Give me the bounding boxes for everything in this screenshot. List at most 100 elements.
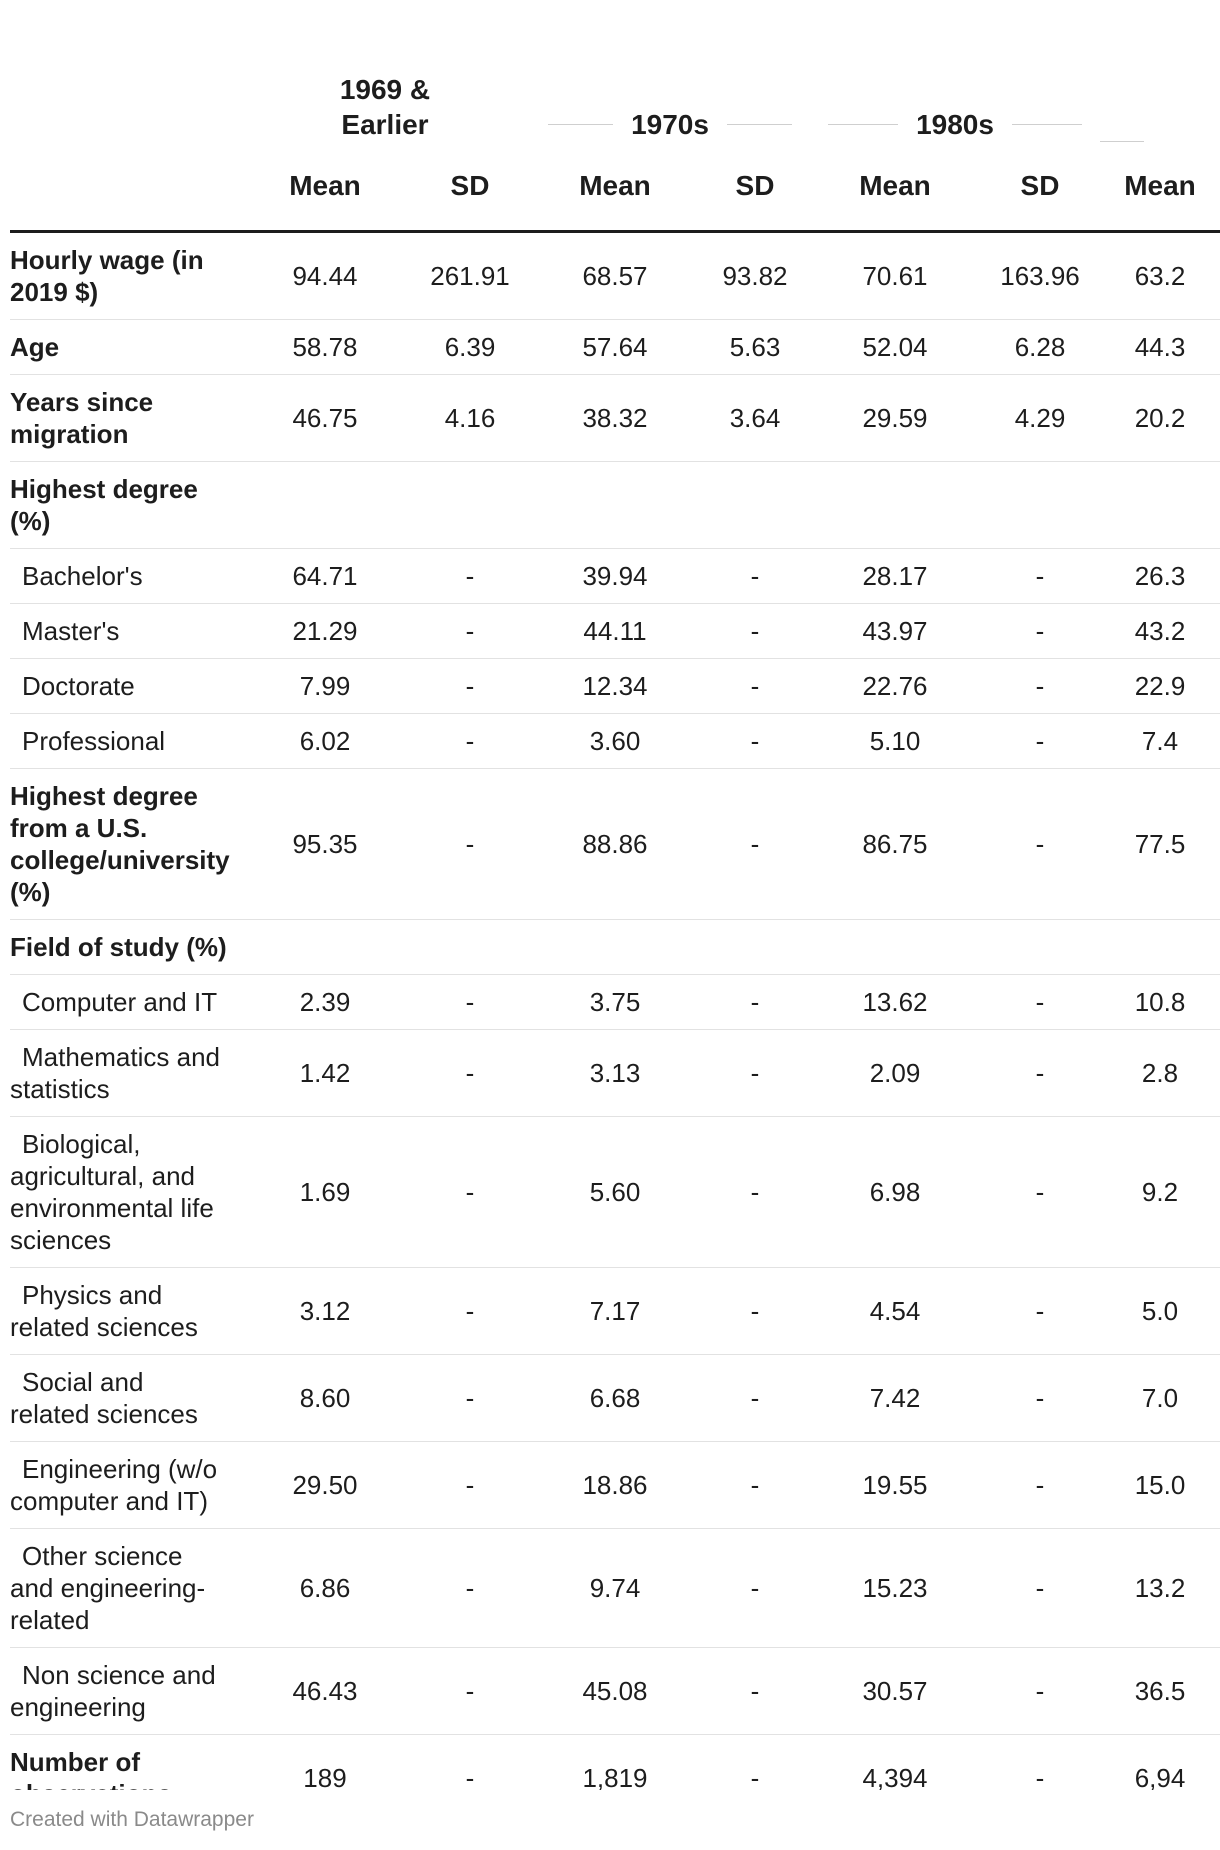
group-rule-right [726, 124, 792, 125]
sd-cell: - [700, 1441, 810, 1529]
sd-cell: - [700, 658, 810, 714]
mean-cell: 7.99 [240, 658, 410, 714]
sd-cell: 4.16 [410, 374, 530, 462]
mean-cell [810, 461, 980, 549]
mean-cell: 86.75 [810, 768, 980, 920]
table-row: Mathematics and statistics 1.42-3.13-2.09… [10, 1029, 1220, 1117]
sd-cell: - [980, 1354, 1100, 1442]
row-label-text: Highest degree (%) [10, 474, 198, 536]
sd-cell: - [980, 974, 1100, 1030]
mean-cell: 4.54 [810, 1267, 980, 1355]
sd-cell: - [980, 658, 1100, 714]
row-label-text: Number of observations [10, 1747, 172, 1790]
row-label: Number of observations [10, 1735, 240, 1790]
row-label: Biological, agricultural, and environmen… [10, 1116, 240, 1268]
row-label: Highest degree (%) [10, 461, 240, 549]
table-row: Hourly wage (in 2019 $) 94.44 261.91 68.57 9… [10, 231, 1220, 320]
mean-cell: 6.98 [810, 1116, 980, 1268]
mean-cell: 6.02 [240, 713, 410, 769]
group-header-row: 1969 & Earlier 1970s 1980s [10, 0, 1220, 160]
sd-cell: - [980, 1528, 1100, 1648]
column-header: SD [700, 160, 810, 233]
row-label-text: Physics and related sciences [10, 1280, 198, 1342]
row-label-text: Social and related sciences [10, 1367, 198, 1429]
row-label: Engineering (w/o computer and IT) [10, 1441, 240, 1529]
group-header-1980s: 1980s [810, 0, 1100, 160]
sd-cell: 93.82 [700, 231, 810, 320]
row-label-text: Highest degree from a U.S. college/unive… [10, 781, 230, 907]
datawrapper-credit: Created with Datawrapper [10, 1808, 254, 1831]
sd-cell: - [700, 1029, 810, 1117]
sd-cell: - [410, 1029, 530, 1117]
sd-cell: - [410, 1647, 530, 1735]
table-clip: 1969 & Earlier 1970s 1980s Mean SD [10, 0, 1220, 1790]
mean-cell: 43.2 [1100, 603, 1220, 659]
mean-cell: 70.61 [810, 231, 980, 320]
sd-cell [410, 919, 530, 975]
table-row: Professional 6.02-3.60-5.10-7.4 [10, 713, 1220, 769]
mean-cell: 43.97 [810, 603, 980, 659]
mean-cell: 9.2 [1100, 1116, 1220, 1268]
row-label-text: Computer and IT [22, 987, 218, 1017]
table-row: Non science and engineering 46.43-45.08-3… [10, 1647, 1220, 1735]
mean-cell: 26.3 [1100, 548, 1220, 604]
sd-cell: - [700, 1267, 810, 1355]
sd-cell: - [700, 1528, 810, 1648]
sd-cell: - [410, 548, 530, 604]
table-frame: 1969 & Earlier 1970s 1980s Mean SD [10, 0, 1220, 1850]
mean-cell: 68.57 [530, 231, 700, 320]
mean-cell: 7.4 [1100, 713, 1220, 769]
row-label-text: Age [10, 332, 60, 362]
sd-cell: - [980, 603, 1100, 659]
sd-cell: - [700, 974, 810, 1030]
sd-cell [700, 919, 810, 975]
sd-cell: - [700, 548, 810, 604]
sd-cell: - [980, 1116, 1100, 1268]
mean-cell: 13.2 [1100, 1528, 1220, 1648]
sd-cell: 4.29 [980, 374, 1100, 462]
row-label-text: Master's [22, 616, 120, 646]
mean-cell [530, 461, 700, 549]
mean-cell: 57.64 [530, 319, 700, 375]
sd-cell: - [980, 1647, 1100, 1735]
column-header: Mean [530, 160, 700, 233]
mean-cell: 2.8 [1100, 1029, 1220, 1117]
sd-cell: 6.28 [980, 319, 1100, 375]
mean-cell: 15.0 [1100, 1441, 1220, 1529]
sd-cell: - [750, 1763, 760, 1790]
mean-cell: 8.60 [240, 1354, 410, 1442]
table-row: Engineering (w/o computer and IT) 29.50-1… [10, 1441, 1220, 1529]
table-row: Bachelor's 64.71-39.94-28.17-26.3 [10, 548, 1220, 604]
mean-cell: 46.43 [240, 1647, 410, 1735]
row-label: Computer and IT [10, 974, 240, 1030]
table-row: Biological, agricultural, and environmen… [10, 1116, 1220, 1268]
group-label: 1980s [916, 109, 994, 140]
table-body: Hourly wage (in 2019 $) 94.44 261.91 68.57 9… [10, 231, 1220, 1790]
sd-cell: - [1035, 1763, 1045, 1790]
row-label: Non science and engineering [10, 1647, 240, 1735]
group-header-1970s: 1970s [530, 0, 810, 160]
sd-cell: - [410, 1354, 530, 1442]
row-label: Field of study (%) [10, 919, 240, 975]
row-label: Highest degree from a U.S. college/unive… [10, 768, 240, 920]
sd-cell: - [700, 1647, 810, 1735]
sd-cell: - [410, 1441, 530, 1529]
sd-cell: - [410, 1528, 530, 1648]
row-label-text: Years since migration [10, 387, 154, 449]
mean-cell: 10.8 [1100, 974, 1220, 1030]
table-row: Physics and related sciences 3.12-7.17-4.… [10, 1267, 1220, 1355]
group-header-next [1100, 0, 1220, 160]
mean-cell [810, 919, 980, 975]
mean-cell [1100, 461, 1220, 549]
group-rule-left [1100, 141, 1144, 142]
mean-cell: 6.86 [240, 1528, 410, 1648]
sd-cell: 163.96 [980, 231, 1100, 320]
mean-cell: 29.50 [240, 1441, 410, 1529]
mean-cell: 4,394 [862, 1763, 928, 1790]
row-label: Hourly wage (in 2019 $) [10, 231, 240, 320]
column-header-row: Mean SD Mean SD Mean SD Mean SD [10, 160, 1220, 233]
sd-cell: - [980, 768, 1100, 920]
table-row: Highest degree from a U.S. college/unive… [10, 768, 1220, 920]
column-header: SD [980, 160, 1100, 233]
mean-cell: 52.04 [810, 319, 980, 375]
